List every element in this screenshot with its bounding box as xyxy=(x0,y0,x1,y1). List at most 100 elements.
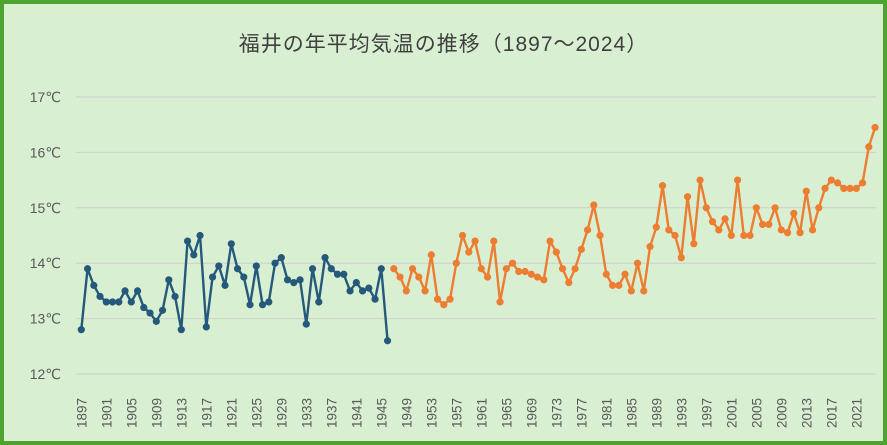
x-axis-tick-label: 1997 xyxy=(699,398,714,428)
data-point xyxy=(102,298,110,306)
data-point xyxy=(858,179,867,187)
data-point xyxy=(371,295,379,303)
data-point xyxy=(702,204,710,212)
data-point xyxy=(596,231,604,240)
data-point xyxy=(571,265,579,273)
x-axis-tick-label: 2009 xyxy=(774,398,789,428)
data-point xyxy=(646,242,654,251)
data-point xyxy=(208,273,217,281)
data-point xyxy=(515,267,523,276)
data-point xyxy=(840,184,848,193)
data-point xyxy=(665,226,673,234)
data-point xyxy=(815,204,823,212)
data-point xyxy=(733,176,742,184)
data-point xyxy=(552,248,560,256)
x-axis-tick-label: 1901 xyxy=(99,398,114,428)
data-point xyxy=(490,237,498,245)
x-axis-tick-label: 1949 xyxy=(399,398,414,428)
x-axis-tick-label: 2013 xyxy=(799,398,814,428)
data-point xyxy=(846,184,854,193)
data-point xyxy=(590,201,598,209)
data-point xyxy=(871,123,879,132)
data-point xyxy=(377,265,385,273)
y-axis-tick-label: 12℃ xyxy=(30,366,61,382)
data-point xyxy=(458,231,467,240)
data-point xyxy=(452,259,460,267)
x-axis-tick-label: 1977 xyxy=(574,398,589,428)
data-point xyxy=(433,295,442,303)
data-point xyxy=(608,281,617,289)
series-line xyxy=(392,126,877,306)
x-axis-tick-label: 2005 xyxy=(749,398,764,428)
data-point xyxy=(652,223,660,231)
chart-title: 福井の年平均気温の推移（1897～2024） xyxy=(238,33,649,56)
data-point xyxy=(440,301,448,309)
data-point xyxy=(708,218,717,226)
data-point xyxy=(583,226,592,234)
data-point xyxy=(671,231,679,240)
data-point xyxy=(121,287,129,295)
x-axis-tick-label: 1921 xyxy=(224,398,239,428)
data-point xyxy=(602,270,610,278)
data-point xyxy=(690,240,698,248)
x-axis-tick-label: 1897 xyxy=(74,398,89,428)
data-point xyxy=(521,267,529,276)
data-point xyxy=(127,298,135,306)
data-point xyxy=(165,276,173,284)
data-point xyxy=(621,270,629,278)
data-point xyxy=(215,262,223,270)
data-point xyxy=(108,298,117,306)
data-point xyxy=(633,259,642,267)
data-point xyxy=(777,226,785,234)
x-axis-tick-label: 1993 xyxy=(674,398,689,428)
data-point xyxy=(408,265,417,273)
data-point xyxy=(577,245,585,253)
data-point xyxy=(308,265,317,273)
data-point xyxy=(271,259,279,267)
data-point xyxy=(90,281,98,289)
line-chart-plot: 12℃ 13℃ 14℃ 15℃ 16℃ 17℃ 1897 1901 1905 1909 1913 19… xyxy=(30,89,879,428)
data-point xyxy=(246,301,254,309)
data-point xyxy=(683,193,692,201)
data-point xyxy=(258,301,267,309)
data-point xyxy=(171,292,179,301)
x-axis-tick-label: 1961 xyxy=(474,398,489,428)
data-point xyxy=(715,226,723,234)
data-point xyxy=(808,226,817,234)
data-point xyxy=(852,184,860,193)
y-axis-tick-label: 15℃ xyxy=(30,200,61,216)
data-point xyxy=(340,270,348,278)
data-point xyxy=(827,176,835,184)
data-point xyxy=(240,273,248,281)
x-axis-tick-label: 1989 xyxy=(649,398,664,428)
data-point xyxy=(502,265,510,273)
x-axis-tick-label: 1909 xyxy=(149,398,164,428)
x-axis-tick-label: 1953 xyxy=(424,398,439,428)
data-point xyxy=(177,326,185,334)
data-point xyxy=(315,298,323,306)
data-point xyxy=(533,273,542,281)
data-point xyxy=(677,254,685,262)
data-point xyxy=(333,270,342,278)
data-point xyxy=(183,237,192,245)
data-point xyxy=(383,337,392,345)
y-axis-tick-label: 13℃ xyxy=(30,311,61,327)
data-point xyxy=(290,278,298,287)
data-point xyxy=(421,287,429,295)
data-point xyxy=(477,265,485,273)
data-point xyxy=(227,240,235,248)
data-point xyxy=(746,231,754,240)
x-axis-tick-label: 1929 xyxy=(274,398,289,428)
data-point xyxy=(790,209,798,217)
data-point xyxy=(765,220,773,229)
data-point xyxy=(415,273,423,281)
data-point xyxy=(802,187,810,195)
y-axis-tick-label: 14℃ xyxy=(30,255,61,271)
x-axis-tick-label: 1941 xyxy=(349,398,364,428)
data-point xyxy=(133,287,142,295)
data-point xyxy=(196,231,204,240)
y-axis-tick-label: 17℃ xyxy=(30,89,61,105)
x-axis-tick-label: 1973 xyxy=(549,398,564,428)
data-point xyxy=(358,287,367,295)
